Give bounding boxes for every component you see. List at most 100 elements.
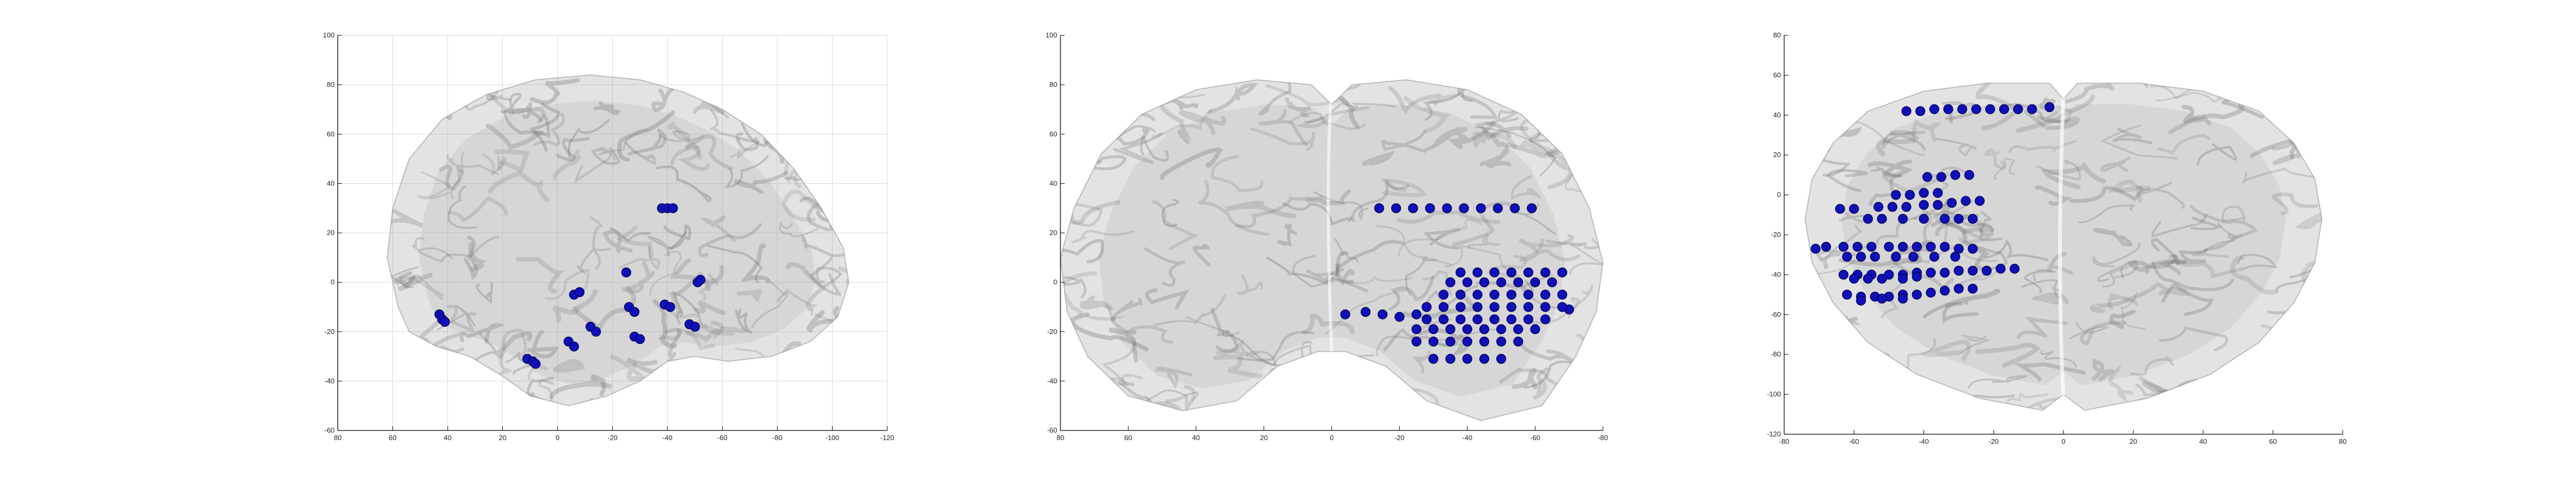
electrode-point [695,274,706,285]
y-tick-label: -40 [324,377,335,385]
electrode-point [1821,242,1831,252]
y-tick-label: 60 [1773,71,1781,79]
electrode-point [1971,104,1981,114]
electrode-point [1523,289,1534,300]
axes: -80 -60 -40 -20 0 20 40 60 80 80 60 40 20 0 -20 -40 -60 -… [1767,31,2347,445]
electrode-point [1513,336,1524,347]
electrode-point [1974,196,1985,206]
electrode-point [2044,102,2055,113]
electrode-point [1456,289,1466,300]
y-tick-label: -120 [1767,430,1781,438]
electrode-point [1462,324,1473,335]
electrode-point [1445,324,1456,335]
electrode-point [1513,277,1524,287]
y-tick-label: -40 [1047,377,1057,385]
electrode-point [1476,203,1486,213]
electrode-point [1877,273,1887,284]
x-tick-label: 80 [1057,434,1064,442]
electrode-point [2027,104,2037,114]
x-tick-label: 40 [1192,434,1200,442]
electrode-point [1849,273,1859,284]
electrode-point [1933,199,1943,210]
electrode-point [1863,273,1873,284]
electrode-point [1838,242,1849,252]
x-tick-label: 60 [1124,434,1132,442]
electrode-point [1472,314,1483,324]
y-tick-label: 0 [1777,191,1781,199]
electrode-point [1496,336,1506,347]
electrode-point [1870,251,1880,262]
electrode-point [1479,354,1489,364]
y-tick-label: -60 [1047,426,1057,434]
y-tick-label: 100 [1045,31,1057,39]
electrode-point [665,302,675,312]
electrode-point [1462,277,1473,287]
brain-inner [1098,103,1565,397]
electrode-point [1919,213,1929,224]
electrode-point [1489,267,1499,278]
electrode-point [1493,203,1503,213]
electrode-point [1428,336,1438,347]
electrode-point [1950,251,1961,262]
brain-outline [1805,83,2322,411]
electrode-point [1957,104,1968,114]
y-tick-label: 40 [1050,179,1057,187]
electrode-point [1472,289,1483,300]
electrode-point [1411,324,1422,335]
y-tick-label: -60 [1771,310,1781,318]
x-tick-label: -40 [663,434,673,442]
electrode-point [1513,324,1524,335]
axes: 80 60 40 20 0 -20 -40 -60 -80 100 80 60 40 20 0 -20 -40 -… [1045,31,1608,442]
y-tick-label: -20 [1771,231,1781,239]
electrode-point [1852,242,1863,252]
electrode-point [1394,311,1405,322]
electrode-point [1557,289,1568,300]
y-tick-label: 40 [1773,111,1781,119]
electrode-point [1459,203,1469,213]
electrode-point [1489,314,1499,324]
y-tick-label: -80 [1771,350,1781,358]
electrode-point [1940,213,1950,224]
x-tick-label: -20 [1394,434,1405,442]
y-tick-label: -60 [324,426,335,434]
electrode-point [1472,302,1483,312]
brain-surface [1805,83,2322,411]
electrode-point [1496,277,1506,287]
electrode-point [1919,199,1929,210]
electrode-point [1408,203,1419,213]
x-tick-label: -100 [825,434,839,442]
electrode-point [1421,302,1432,312]
electrode-markers [434,203,706,369]
electrode-point [1877,213,1887,224]
electrode-point [1523,314,1534,324]
electrode-point [1968,265,1978,276]
electrode-point [1374,203,1384,213]
electrode-point [1863,213,1873,224]
electrode-point [1912,289,1922,300]
electrode-point [1985,104,1995,114]
electrode-point [1445,277,1456,287]
electrode-point [1933,188,1943,198]
x-tick-label: -20 [1988,437,1999,445]
brain-surface [387,74,850,406]
electrode-point [574,287,585,298]
electrode-point [1926,242,1936,252]
x-tick-label: -80 [773,434,783,442]
electrode-point [1438,314,1449,324]
electrode-point [1557,302,1568,312]
electrode-point [1929,251,1940,262]
y-tick-label: 20 [1773,151,1781,159]
electrode-point [1856,251,1866,262]
electrode-point [2009,263,2020,274]
electrode-point [1950,170,1961,180]
electrode-point [440,317,450,327]
electrode-point [569,341,579,352]
electrode-point [1421,314,1432,324]
electrode-point [1526,203,1537,213]
electrode-point [1547,277,1557,287]
electrode-point [629,307,640,317]
electrode-point [1510,203,1520,213]
electrode-point [1891,190,1901,200]
electrode-point [1445,336,1456,347]
grid [337,35,888,431]
